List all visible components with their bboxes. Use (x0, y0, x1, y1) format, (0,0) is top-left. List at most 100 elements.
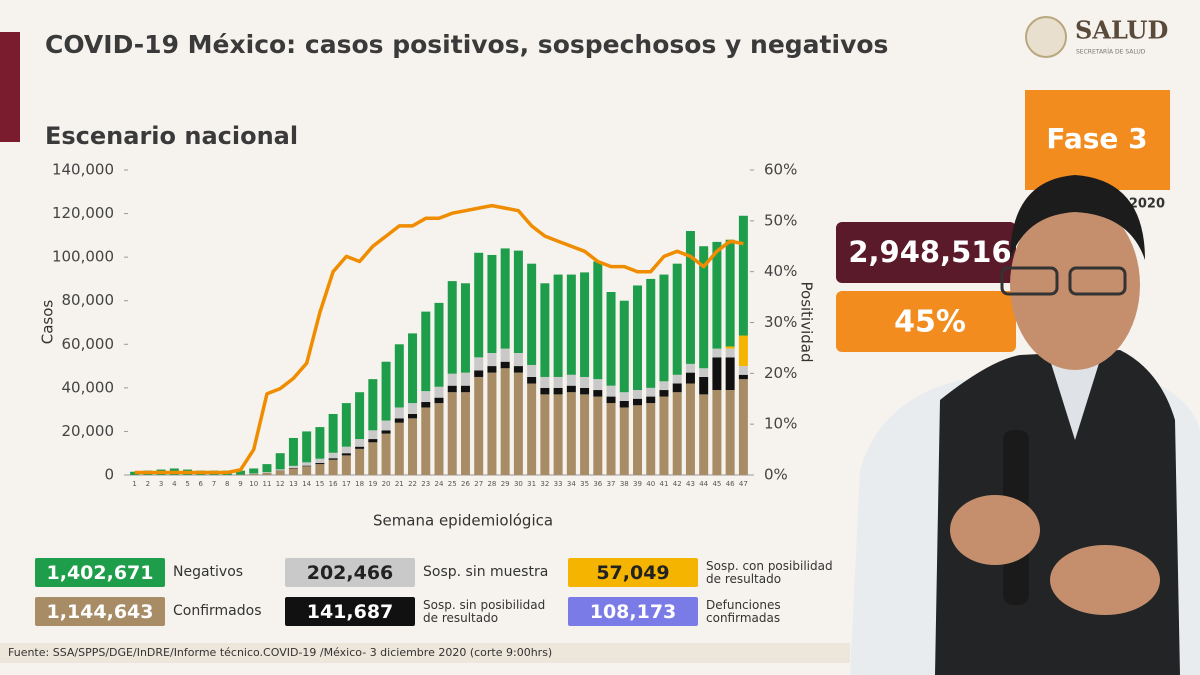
bar-segment (368, 430, 378, 440)
bar-segment (513, 372, 523, 475)
bar-segment (699, 246, 709, 369)
x-tick-label: 12 (276, 480, 285, 488)
bar-segment (394, 418, 404, 423)
bar-segment (606, 396, 616, 404)
bar-segment (262, 464, 272, 473)
x-tick-label: 10 (249, 480, 258, 488)
bar-segment (672, 392, 682, 475)
bar-segment (381, 430, 391, 434)
bar-segment (474, 252, 484, 358)
bar-segment (381, 420, 391, 431)
bar-segment (646, 387, 656, 397)
chart-title: COVID-19 México: casos positivos, sospec… (45, 30, 888, 59)
x-tick-label: 28 (487, 480, 496, 488)
logo-text: SALUD (1075, 16, 1168, 45)
positivity-box (836, 291, 1016, 352)
bar-segment (447, 373, 457, 386)
bar-segment (619, 300, 629, 393)
bar-segment (646, 403, 656, 475)
x-tick-label: 45 (712, 480, 721, 488)
bar-segment (262, 472, 272, 475)
bar-segment (593, 390, 603, 397)
bar-segment (672, 374, 682, 384)
bar-segment (699, 368, 709, 377)
bar-segment (328, 414, 338, 453)
x-tick-label: 38 (620, 480, 629, 488)
y-tick-label: 40,000 (62, 378, 115, 396)
tests-box (836, 222, 1016, 283)
bar-segment (725, 348, 735, 358)
legend-label: Negativos (173, 564, 244, 580)
x-tick-label: 46 (726, 480, 735, 488)
hand-right (1050, 545, 1160, 615)
bar-segment (725, 390, 735, 475)
bar-segment (553, 274, 563, 377)
y2-axis-label: Positividad (798, 282, 816, 363)
bar-segment (712, 390, 722, 475)
x-tick-label: 42 (673, 480, 682, 488)
bar-segment (394, 422, 404, 475)
bar-segment (355, 446, 365, 449)
bar-segment (421, 407, 431, 475)
bar-segment (699, 394, 709, 475)
y2-tick-label: 10% (764, 415, 797, 433)
bar-segment (593, 261, 603, 380)
y-tick-label: 140,000 (52, 161, 114, 179)
y2-tick-label: 50% (764, 211, 797, 229)
x-tick-label: 32 (540, 480, 549, 488)
legend-label: Sosp. sin posibilidad de resultado (423, 597, 546, 625)
x-tick-label: 21 (395, 480, 404, 488)
bar-segment (513, 250, 523, 353)
bar-segment (487, 372, 497, 475)
bar-segment (434, 386, 444, 398)
hair (1010, 175, 1145, 260)
legend-label: Defunciones confirmadas (706, 597, 781, 625)
bar-segment (540, 283, 550, 377)
bar-segment (381, 361, 391, 421)
bar-segment (659, 381, 669, 391)
bar-segment (315, 464, 325, 475)
y-tick-label: 60,000 (62, 335, 115, 353)
x-tick-label: 35 (580, 480, 589, 488)
bar-segment (355, 439, 365, 447)
bar-segment (275, 470, 285, 475)
hand-left (950, 495, 1040, 565)
x-tick-label: 34 (567, 480, 576, 488)
x-tick-label: 43 (686, 480, 695, 488)
legend-total: 1,144,643 (35, 597, 165, 626)
x-tick-label: 24 (435, 480, 444, 488)
legend-total: 141,687 (285, 597, 415, 626)
legend-total: 108,173 (568, 597, 698, 626)
x-tick-label: 40 (646, 480, 655, 488)
bar-segment (712, 357, 722, 391)
x-tick-label: 15 (315, 480, 324, 488)
bar-segment (699, 376, 709, 395)
x-tick-label: 29 (501, 480, 510, 488)
phase-box (1025, 90, 1170, 190)
bar-segment (606, 385, 616, 397)
chart-subtitle: Escenario nacional (45, 122, 298, 150)
logo-emblem (1025, 16, 1067, 58)
bar-segment (421, 391, 431, 403)
bar-segment (288, 437, 298, 466)
bar-segment (606, 403, 616, 475)
y2-tick-label: 60% (764, 161, 797, 179)
y2-tick-label: 30% (764, 313, 797, 331)
bar-segment (633, 398, 643, 406)
bar-segment (712, 348, 722, 358)
x-tick-label: 36 (593, 480, 602, 488)
x-tick-label: 14 (302, 480, 311, 488)
bar-segment (460, 392, 470, 475)
bar-segment (434, 397, 444, 404)
bar-segment (500, 361, 510, 369)
bar-segment (249, 473, 259, 475)
bar-segment (421, 311, 431, 392)
source-bar (0, 643, 850, 663)
bar-segment (527, 364, 537, 377)
bar-segment (619, 392, 629, 401)
bar-segment (725, 357, 735, 391)
bar-segment (633, 285, 643, 391)
bar-segment (328, 458, 338, 460)
bar-segment (447, 392, 457, 475)
bar-segment (394, 344, 404, 408)
